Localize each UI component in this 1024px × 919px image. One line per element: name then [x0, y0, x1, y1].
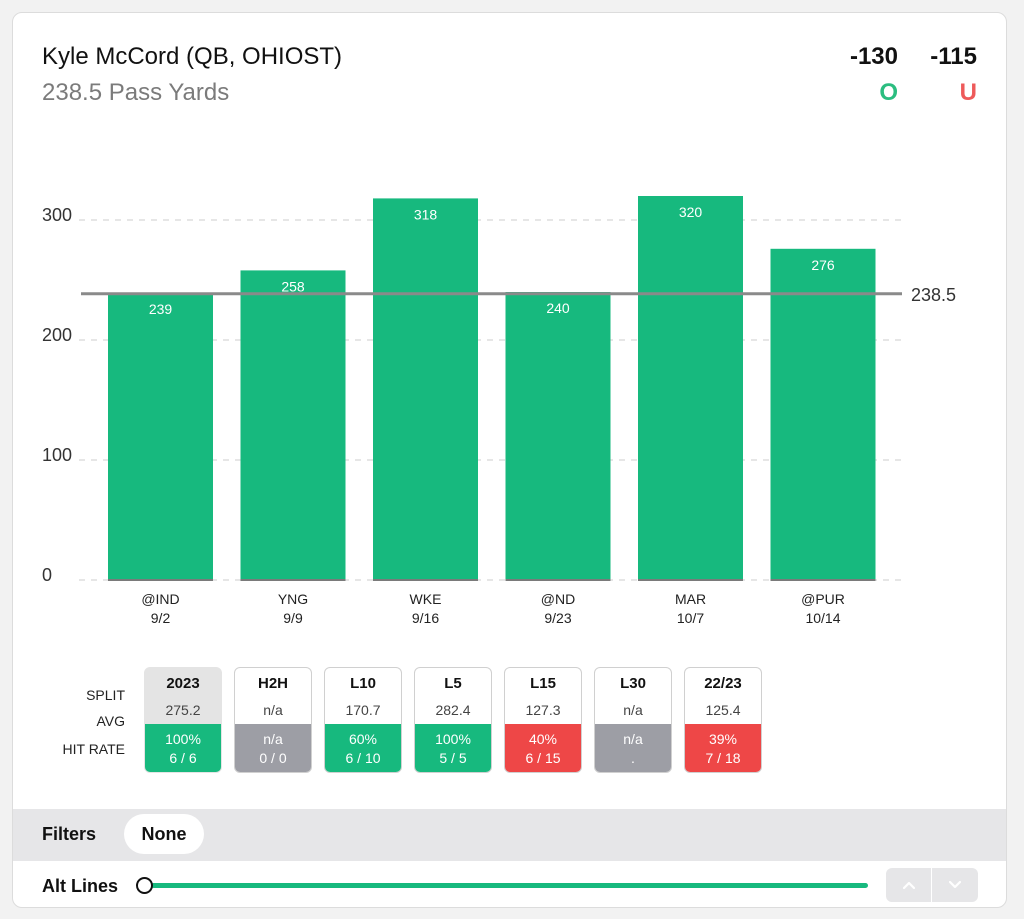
y-tick-label: 100	[42, 445, 72, 465]
split-hit-rate: n/a.	[595, 724, 671, 772]
hit-rate-pct: n/a	[623, 731, 643, 747]
split-avg: 127.3	[525, 702, 561, 718]
hit-rate-record: 6 / 6	[169, 750, 197, 766]
avg-row-label: AVG	[96, 713, 125, 729]
bar-value-label: 239	[149, 301, 173, 317]
split-column[interactable]: L15 127.3 40% 6 / 15	[504, 667, 582, 773]
player-name: Kyle McCord (QB, OHIOST)	[42, 43, 343, 70]
split-avg: 282.4	[435, 702, 471, 718]
split-hit-rate: 100% 5 / 5	[415, 724, 491, 772]
split-column[interactable]: 22/23 125.4 39% 7 / 18	[684, 667, 762, 773]
hit-rate-pct: 100%	[165, 731, 201, 747]
split-avg: n/a	[263, 702, 283, 718]
split-avg: n/a	[623, 702, 643, 718]
x-tick-label: @PUR	[801, 591, 845, 607]
x-tick-label: @IND	[141, 591, 179, 607]
over-label[interactable]: O	[879, 79, 898, 106]
alt-lines-stepper	[886, 868, 978, 902]
y-tick-label: 200	[42, 325, 72, 345]
y-tick-label: 300	[42, 205, 72, 225]
split-name: H2H	[257, 675, 288, 692]
step-up-button[interactable]	[886, 868, 932, 902]
split-hit-rate: 39% 7 / 18	[685, 724, 761, 772]
x-tick-label: MAR	[675, 591, 706, 607]
split-column[interactable]: L10 170.7 60% 6 / 10	[324, 667, 402, 773]
hit-rate-pct: 100%	[435, 731, 471, 747]
split-name: 2023	[166, 675, 200, 692]
under-label[interactable]: U	[959, 79, 977, 106]
x-tick-date: 9/2	[151, 610, 171, 626]
split-row-label: SPLIT	[86, 687, 125, 703]
split-name: L5	[444, 675, 462, 692]
split-avg: 125.4	[705, 702, 741, 718]
hit-rate-record: 7 / 18	[705, 750, 741, 766]
split-name: L30	[620, 675, 646, 692]
hit-rate-row-label: HIT RATE	[62, 741, 126, 757]
split-hit-rate: n/a 0 / 0	[235, 724, 311, 772]
bar	[108, 293, 213, 580]
prop-card: Kyle McCord (QB, OHIOST) 238.5 Pass Yard…	[12, 12, 1007, 908]
split-avg: 275.2	[165, 702, 201, 718]
filters-label: Filters	[42, 824, 97, 844]
under-odds[interactable]: -115	[930, 43, 977, 70]
split-hit-rate: 60% 6 / 10	[325, 724, 401, 772]
chevron-up-icon	[902, 881, 915, 890]
hit-rate-pct: 39%	[708, 731, 738, 747]
alt-lines-slider-knob[interactable]	[136, 877, 153, 894]
bar	[240, 270, 346, 580]
x-tick-date: 9/9	[283, 610, 303, 626]
prop-line-label: 238.5	[911, 285, 956, 305]
hit-rate-pct: 60%	[348, 731, 378, 747]
split-hit-rate: 100% 6 / 6	[145, 724, 221, 772]
split-column[interactable]: H2H n/a n/a 0 / 0	[234, 667, 312, 773]
x-tick-date: 9/23	[544, 610, 571, 626]
hit-rate-record: 5 / 5	[439, 750, 467, 766]
filter-none-pill[interactable]: None	[124, 814, 204, 854]
split-name: 22/23	[704, 675, 742, 692]
x-tick-date: 9/16	[412, 610, 439, 626]
hit-rate-pct: n/a	[263, 731, 283, 747]
alt-lines-label: Alt Lines	[42, 876, 119, 896]
bar-value-label: 318	[414, 206, 438, 222]
bar	[505, 292, 611, 580]
y-tick-label: 0	[42, 565, 52, 585]
bar-value-label: 320	[679, 204, 703, 220]
bar	[373, 198, 478, 580]
filters-bar: Filters None	[13, 809, 1006, 861]
hit-rate-pct: 40%	[528, 731, 558, 747]
x-tick-label: YNG	[278, 591, 308, 607]
x-tick-date: 10/14	[805, 610, 840, 626]
split-name: L15	[530, 675, 556, 692]
split-column[interactable]: 2023 275.2 100% 6 / 6	[144, 667, 222, 773]
alt-lines-slider-track[interactable]	[151, 883, 868, 888]
hit-rate-record: 6 / 10	[345, 750, 381, 766]
x-tick-label: WKE	[410, 591, 442, 607]
prop-line: 238.5 Pass Yards	[42, 79, 230, 106]
split-column[interactable]: L30 n/a n/a.	[594, 667, 672, 773]
bar-value-label: 258	[281, 278, 305, 294]
over-odds[interactable]: -130	[849, 43, 898, 70]
game-log-chart: 0 100 200 300 239 @IND 9/2 258 YNG 9/9 318 WKE 9/16 2…	[42, 196, 956, 626]
split-column[interactable]: L5 282.4 100% 5 / 5	[414, 667, 492, 773]
split-name: L10	[350, 675, 376, 692]
hit-rate-record: 6 / 15	[525, 750, 561, 766]
split-hit-rate: 40% 6 / 15	[505, 724, 581, 772]
bar-value-label: 240	[546, 300, 570, 316]
split-avg: 170.7	[345, 702, 381, 718]
x-tick-label: @ND	[541, 591, 575, 607]
hit-rate-record: .	[631, 750, 635, 766]
x-tick-date: 10/7	[677, 610, 704, 626]
bar	[638, 196, 743, 580]
bar-value-label: 276	[811, 257, 835, 273]
hit-rate-record: 0 / 0	[259, 750, 287, 766]
step-down-button[interactable]	[932, 868, 978, 902]
chevron-down-icon	[948, 880, 962, 889]
bar	[770, 248, 876, 581]
